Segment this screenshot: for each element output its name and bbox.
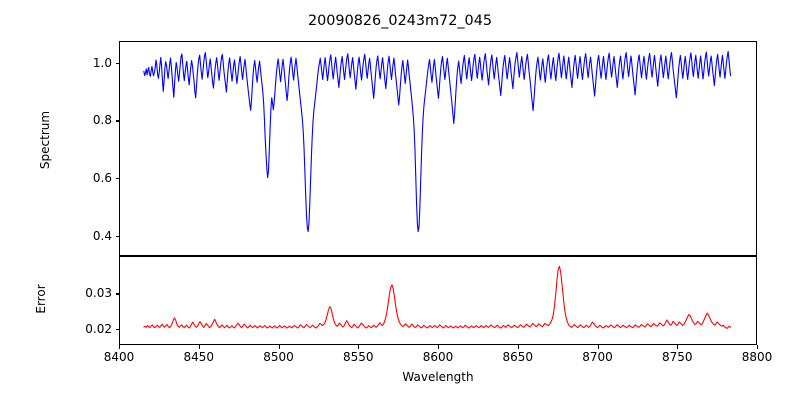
spectrum-polyline: [143, 50, 732, 233]
x-tick-mark: [438, 345, 440, 349]
y-tick-label: 0.03: [85, 286, 112, 301]
x-tick-label: 8700: [582, 350, 613, 364]
y-tick-mark: [115, 120, 119, 122]
y-tick-label: 0.8: [92, 113, 112, 128]
y-tick-mark: [115, 293, 119, 295]
x-tick-mark: [358, 345, 360, 349]
error-plot-area: [119, 256, 757, 345]
spectrum-line-series: [143, 50, 732, 233]
x-tick-mark: [198, 345, 200, 349]
spectrum-plot-area: [119, 41, 757, 256]
y-tick-mark: [115, 235, 119, 237]
x-tick-mark: [278, 345, 280, 349]
x-tick-mark: [119, 345, 121, 349]
y-tick-label: 0.6: [92, 171, 112, 186]
x-axis-label-wavelength: Wavelength: [402, 370, 474, 384]
x-tick-mark: [677, 345, 679, 349]
y-tick-label: 1.0: [92, 55, 112, 70]
x-tick-label: 8450: [183, 350, 215, 364]
x-tick-label: 8650: [502, 350, 534, 364]
x-tick-label: 8400: [103, 350, 135, 364]
x-tick-label: 8500: [263, 350, 294, 364]
x-tick-label: 8800: [741, 350, 773, 364]
error-polyline: [143, 265, 732, 329]
y-axis-label-spectrum: Spectrum: [38, 110, 52, 170]
y-axis-label-error: Error: [34, 284, 48, 314]
x-tick-label: 8750: [661, 350, 693, 364]
y-tick-label: 0.02: [85, 321, 112, 336]
error-line-series: [143, 265, 732, 329]
x-tick-mark: [757, 345, 759, 349]
x-tick-label: 8550: [342, 350, 374, 364]
y-tick-mark: [115, 328, 119, 331]
page-title: 20090826_0243m72_045: [307, 13, 493, 29]
x-tick-label: 8600: [422, 350, 454, 364]
x-tick-mark: [517, 345, 519, 349]
x-tick-mark: [597, 345, 599, 349]
y-tick-label: 0.4: [92, 228, 112, 243]
y-tick-mark: [115, 178, 119, 180]
y-tick-mark: [115, 62, 119, 64]
